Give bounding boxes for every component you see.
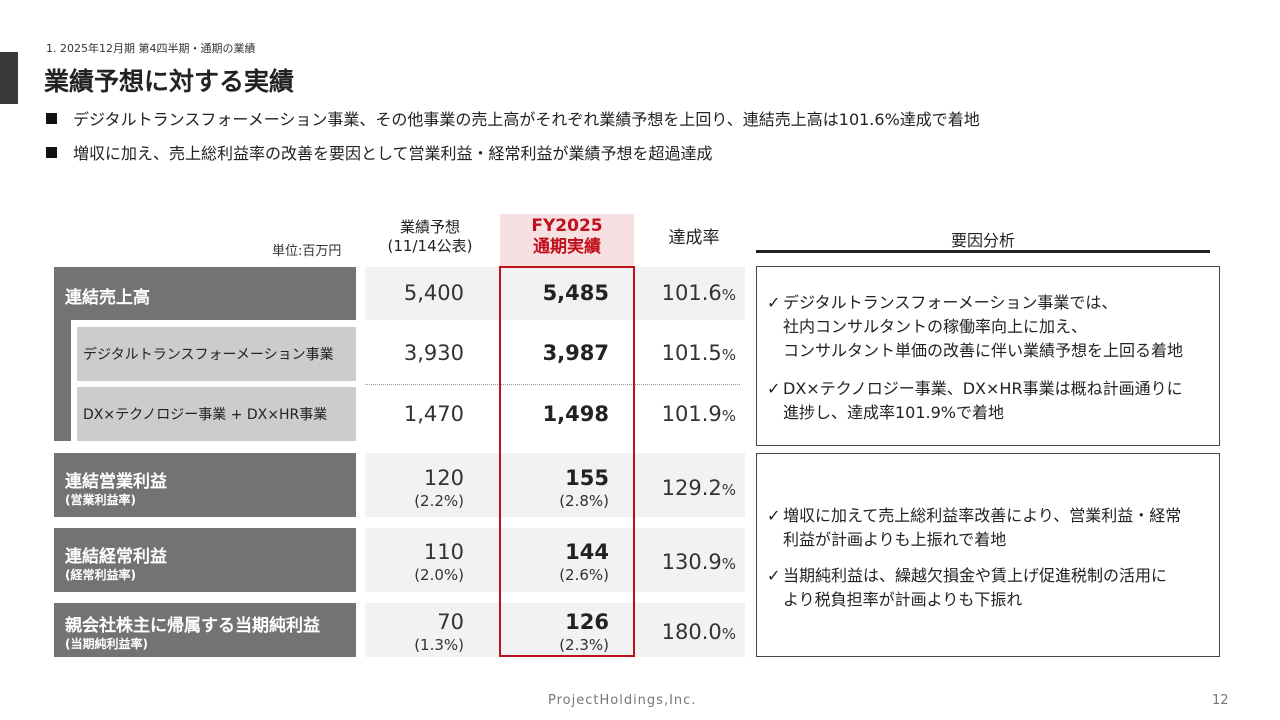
profit-factor-1: ✓ 増収に加えて売上総利益率改善により、営業利益・経常 利益が計画よりも上振れで着… <box>767 506 1182 549</box>
other-rate: 101.9% <box>661 402 736 426</box>
ord-forecast-value: 110 <box>423 540 464 564</box>
ord-actual-value: 144 <box>565 540 609 564</box>
factor-analysis-heading: 要因分析 <box>950 231 1015 250</box>
profit-factor-box: ✓ 増収に加えて売上総利益率改善により、営業利益・経常 利益が計画よりも上振れで着… <box>756 453 1220 657</box>
other-actual-value: 1,498 <box>542 402 609 426</box>
square-bullet-icon <box>46 146 57 158</box>
ord-profit-label: 連結経常利益 (経常利益率) <box>54 528 356 592</box>
dx-rate: 101.5% <box>661 341 736 365</box>
net-income-label: 親会社株主に帰属する当期純利益 (当期純利益率) <box>54 603 356 657</box>
summary-bullet-2: 増収に加え、売上総利益率の改善を要因として営業利益・経常利益が業績予想を超過達成 <box>46 140 713 164</box>
sales-factor-box: ✓ デジタルトランスフォーメーション事業では、 社内コンサルタントの稼働率向上に加… <box>756 266 1220 446</box>
sales-forecast-value: 5,400 <box>403 281 464 305</box>
title-accent-bar <box>0 52 18 104</box>
net-value-band <box>365 603 745 657</box>
company-footer: ProjectHoldings,Inc. <box>548 693 697 708</box>
check-icon: ✓ <box>767 566 781 585</box>
other-forecast-value: 1,470 <box>403 402 464 426</box>
op-forecast-margin: (2.2%) <box>414 492 464 510</box>
dx-forecast-value: 3,930 <box>403 341 464 365</box>
summary-bullet-1: デジタルトランスフォーメーション事業、その他事業の売上高がそれぞれ業績予想を上回… <box>46 106 980 130</box>
sales-factor-2: ✓ DX×テクノロジー事業、DX×HR事業は概ね計画通りに 進捗し、達成率101.… <box>767 379 1183 422</box>
sales-group-bracket <box>54 320 71 441</box>
ord-actual-margin: (2.6%) <box>559 566 609 584</box>
factor-heading-underline <box>756 250 1210 253</box>
net-forecast-margin: (1.3%) <box>414 636 464 654</box>
ord-forecast-margin: (2.0%) <box>414 566 464 584</box>
check-icon: ✓ <box>767 293 781 312</box>
check-icon: ✓ <box>767 506 781 525</box>
op-rate: 129.2% <box>661 476 736 500</box>
net-actual-value: 126 <box>565 610 609 634</box>
sales-factor-1: ✓ デジタルトランスフォーメーション事業では、 社内コンサルタントの稼働率向上に加… <box>767 293 1184 360</box>
profit-factor-2: ✓ 当期純利益は、繰越欠損金や賃上げ促進税制の活用に より税負担率が計画よりも下振… <box>767 566 1168 609</box>
segment-divider <box>365 384 740 385</box>
op-forecast-value: 120 <box>423 466 464 490</box>
op-actual-margin: (2.8%) <box>559 492 609 510</box>
sales-actual-value: 5,485 <box>542 281 609 305</box>
sales-label: 連結売上高 <box>54 267 356 320</box>
actual-column-header: FY2025 通期実績 <box>500 214 634 266</box>
dx-actual-value: 3,987 <box>542 341 609 365</box>
square-bullet-icon <box>46 112 57 124</box>
section-label: 1. 2025年12月期 第4四半期・通期の業績 <box>46 42 256 55</box>
op-value-band <box>365 453 745 517</box>
sales-value-band <box>365 267 745 320</box>
sales-rate: 101.6% <box>661 281 736 305</box>
page-number: 12 <box>1212 693 1229 708</box>
op-actual-value: 155 <box>565 466 609 490</box>
other-segment-label: DX×テクノロジー事業 + DX×HR事業 <box>77 387 356 441</box>
net-forecast-value: 70 <box>437 610 464 634</box>
rate-column-header: 達成率 <box>668 228 720 248</box>
op-profit-label: 連結営業利益 (営業利益率) <box>54 453 356 517</box>
forecast-column-header: 業績予想 (11/14公表) <box>387 218 473 255</box>
ord-value-band <box>365 528 745 592</box>
ord-rate: 130.9% <box>661 550 736 574</box>
dx-segment-label: デジタルトランスフォーメーション事業 <box>77 327 356 381</box>
actual-highlight-box <box>499 266 635 657</box>
page-title: 業績予想に対する実績 <box>44 67 295 96</box>
unit-label: 単位:百万円 <box>272 244 342 259</box>
check-icon: ✓ <box>767 379 781 398</box>
net-actual-margin: (2.3%) <box>559 636 609 654</box>
net-rate: 180.0% <box>661 620 736 644</box>
